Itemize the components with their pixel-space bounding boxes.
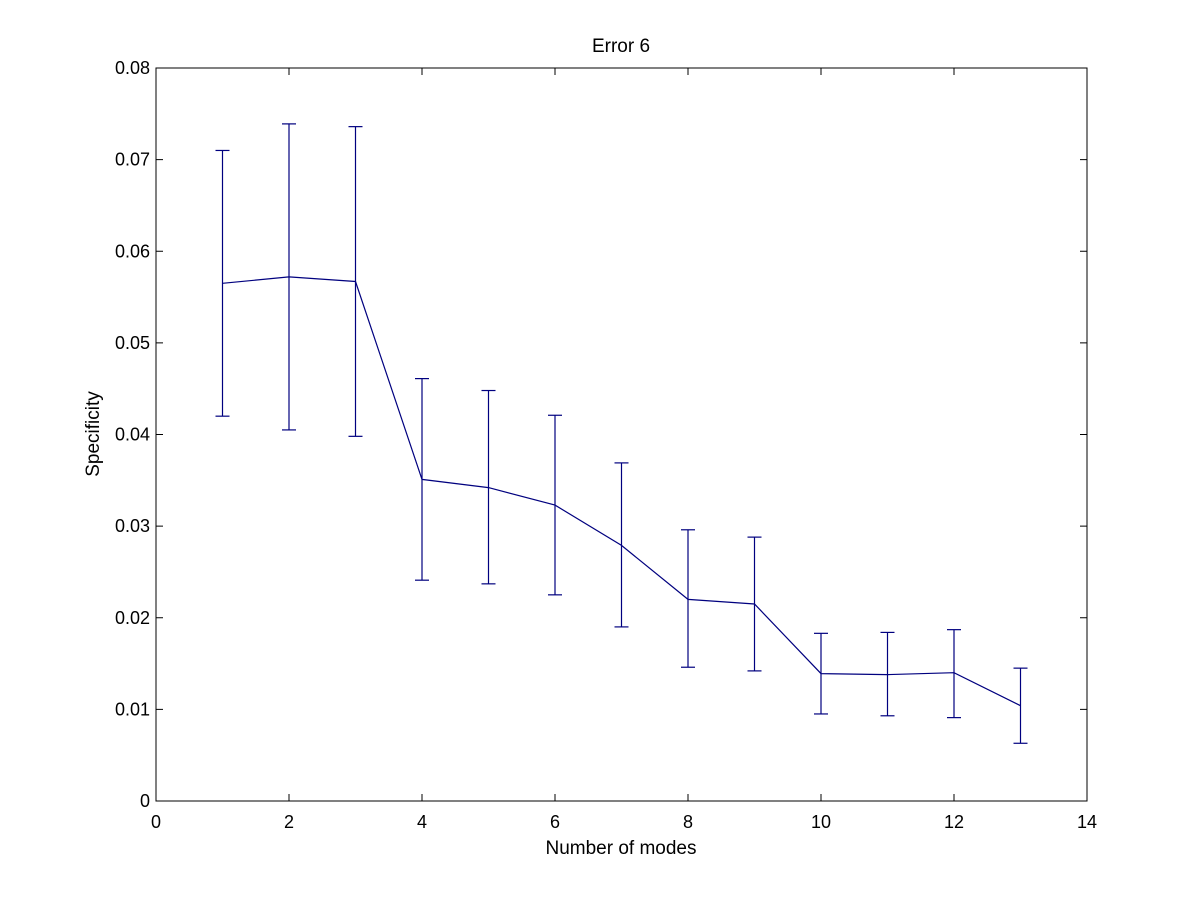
error-bar [814, 632, 828, 715]
x-tick-label: 12 [944, 812, 964, 832]
y-tick-label: 0 [140, 791, 150, 811]
x-tick-label: 10 [811, 812, 831, 832]
error-bar [481, 389, 496, 585]
error-bar [880, 631, 895, 717]
x-tick-label: 0 [151, 812, 161, 832]
y-tick-label: 0.02 [115, 608, 150, 628]
x-tick-label: 8 [683, 812, 693, 832]
y-tick-label: 0.06 [115, 241, 150, 261]
x-tick-label: 4 [417, 812, 427, 832]
y-tick-label: 0.04 [115, 425, 150, 445]
y-tick-label: 0.07 [115, 150, 150, 170]
error-bar [1013, 667, 1028, 744]
y-axis-label: Specificity [83, 391, 104, 477]
x-tick-label: 6 [550, 812, 560, 832]
error-bar [415, 378, 429, 581]
error-bar [215, 149, 230, 417]
plot-series [215, 123, 1028, 744]
y-tick-label: 0.01 [115, 699, 150, 719]
plot-area [155, 67, 1088, 802]
error-bar [348, 126, 363, 437]
error-bar [282, 123, 296, 431]
error-bar [614, 462, 629, 628]
chart-title: Error 6 [592, 36, 650, 57]
x-tick-label: 14 [1077, 812, 1097, 832]
error-bar [681, 529, 695, 668]
y-tick-label: 0.08 [115, 58, 150, 78]
y-tick-label: 0.03 [115, 516, 150, 536]
y-axis: 0 0.01 0.02 0.03 0.04 0.05 0.06 0.07 0.08 [115, 58, 1087, 811]
y-tick-label: 0.05 [115, 333, 150, 353]
error-bar [947, 629, 961, 719]
x-tick-label: 2 [284, 812, 294, 832]
error-bar [548, 414, 562, 596]
x-axis: 0 2 4 6 8 10 12 14 [151, 68, 1097, 832]
error-bar [747, 536, 762, 672]
x-axis-label: Number of modes [545, 838, 696, 859]
